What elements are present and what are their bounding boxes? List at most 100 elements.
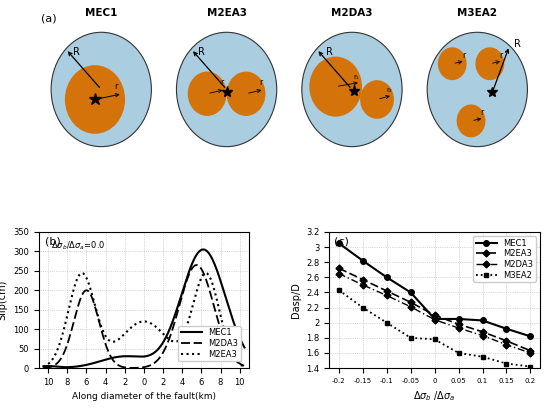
M3EA2	[431, 337, 438, 342]
M2EA3	[129, 324, 136, 329]
MEC1	[241, 345, 248, 350]
M2DA3	[503, 342, 510, 347]
M2DA3	[129, 366, 136, 371]
M3EA2	[336, 288, 342, 293]
MEC1	[122, 354, 128, 359]
Circle shape	[476, 47, 504, 80]
Line: M3EA2: M3EA2	[337, 288, 533, 369]
MEC1	[40, 364, 47, 369]
Text: r₁: r₁	[353, 74, 359, 81]
X-axis label: $\Delta\sigma_b$ /$\Delta\sigma_a$: $\Delta\sigma_b$ /$\Delta\sigma_a$	[413, 389, 456, 403]
Circle shape	[176, 32, 277, 147]
M3EA2	[407, 335, 414, 340]
M2EA3	[336, 266, 342, 271]
M3EA2	[527, 364, 534, 369]
MEC1	[527, 334, 534, 339]
M2EA3	[527, 348, 534, 353]
M2DA3	[201, 272, 208, 277]
M2DA3	[431, 317, 438, 322]
M2DA3	[407, 304, 414, 309]
M2EA3	[479, 329, 486, 334]
Line: MEC1: MEC1	[44, 249, 245, 367]
MEC1	[359, 258, 366, 263]
Line: M2DA3: M2DA3	[44, 265, 245, 368]
M2EA3	[241, 364, 248, 369]
M2DA3	[179, 295, 185, 300]
Text: r₂: r₂	[387, 87, 392, 93]
M2EA3	[201, 272, 207, 276]
M2DA3	[40, 366, 47, 371]
MEC1	[61, 365, 67, 370]
Legend: MEC1, M2EA3, M2DA3, M3EA2: MEC1, M2EA3, M2DA3, M3EA2	[473, 236, 536, 282]
Y-axis label: Dasp/D: Dasp/D	[291, 282, 301, 318]
M2DA3	[197, 265, 204, 270]
M2DA3	[193, 263, 200, 267]
MEC1	[201, 247, 208, 252]
Text: (b): (b)	[45, 236, 61, 246]
Text: r: r	[480, 108, 484, 117]
M3EA2	[479, 354, 486, 359]
Text: r: r	[115, 83, 118, 92]
Legend: MEC1, M2DA3, M2EA3: MEC1, M2DA3, M2EA3	[179, 326, 241, 361]
Text: M3EA2: M3EA2	[457, 8, 498, 18]
M2DA3	[128, 366, 135, 371]
M3EA2	[383, 320, 390, 325]
MEC1	[431, 317, 438, 321]
M2EA3	[197, 278, 204, 283]
MEC1	[479, 318, 486, 323]
Circle shape	[51, 32, 152, 147]
Text: r: r	[462, 51, 465, 60]
Circle shape	[226, 72, 266, 116]
M2DA3	[455, 326, 462, 330]
M2DA3	[121, 365, 128, 370]
Circle shape	[427, 32, 527, 147]
Text: r: r	[500, 51, 503, 60]
M2EA3	[503, 338, 510, 343]
Line: M2DA3: M2DA3	[337, 271, 533, 355]
Line: M2EA3: M2EA3	[44, 273, 245, 366]
M2EA3	[407, 300, 414, 305]
M2DA3	[479, 333, 486, 338]
Text: r: r	[220, 78, 224, 87]
M2EA3	[383, 288, 390, 293]
Circle shape	[438, 47, 467, 80]
M2DA3	[383, 293, 390, 298]
Circle shape	[309, 56, 362, 117]
MEC1	[407, 290, 414, 295]
Circle shape	[188, 72, 226, 116]
M2EA3	[431, 313, 438, 318]
Line: MEC1: MEC1	[336, 240, 533, 339]
M2DA3	[336, 271, 342, 276]
MEC1	[179, 292, 185, 297]
Text: $\Delta\sigma_b/\Delta\sigma_a$=0.0: $\Delta\sigma_b/\Delta\sigma_a$=0.0	[51, 239, 106, 252]
M2DA3	[241, 364, 248, 369]
M2DA3	[359, 283, 366, 288]
M2DA3	[527, 351, 534, 355]
M3EA2	[503, 361, 510, 366]
Y-axis label: Slip(cm): Slip(cm)	[0, 280, 7, 320]
M2EA3	[61, 327, 67, 332]
Circle shape	[360, 80, 394, 119]
M2EA3	[359, 277, 366, 282]
Text: R: R	[514, 38, 521, 49]
M3EA2	[455, 351, 462, 355]
M3EA2	[359, 305, 366, 310]
M2EA3	[455, 322, 462, 327]
Line: M2EA3: M2EA3	[337, 266, 533, 353]
MEC1	[455, 317, 462, 321]
M2EA3	[122, 331, 128, 336]
Circle shape	[65, 65, 125, 134]
M2EA3	[179, 335, 185, 339]
Circle shape	[302, 32, 402, 147]
MEC1	[336, 241, 342, 246]
MEC1	[197, 248, 204, 253]
Text: R: R	[73, 47, 79, 57]
M2DA3	[61, 351, 67, 355]
Text: MEC1: MEC1	[85, 8, 117, 18]
Text: R: R	[198, 47, 205, 57]
MEC1	[200, 247, 207, 252]
Text: r: r	[260, 78, 263, 87]
M2EA3	[79, 271, 85, 276]
Text: M2EA3: M2EA3	[207, 8, 247, 18]
MEC1	[63, 365, 70, 370]
